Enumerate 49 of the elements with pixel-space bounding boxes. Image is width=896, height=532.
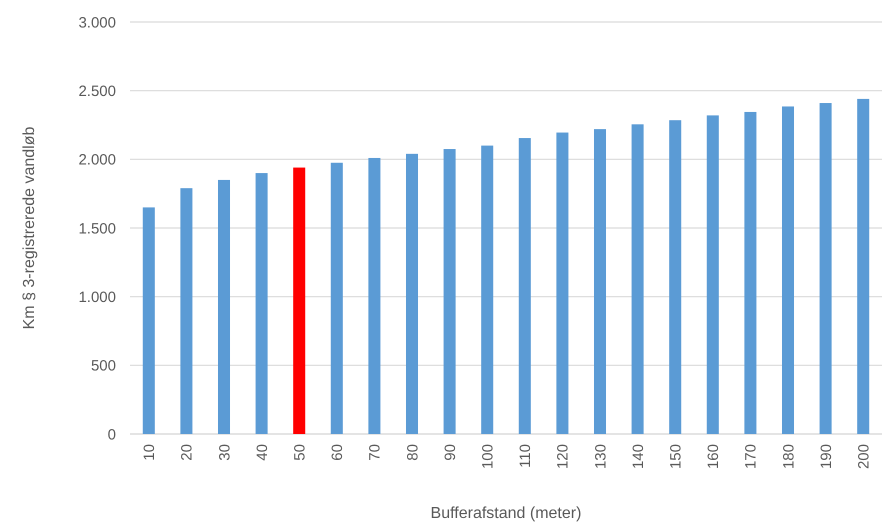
bar	[218, 180, 230, 434]
x-tick-label: 40	[254, 444, 271, 461]
y-tick-label: 2.000	[78, 152, 116, 169]
bar	[481, 146, 494, 434]
bar	[632, 124, 644, 434]
bar	[857, 98, 870, 434]
bar	[744, 112, 756, 434]
bar	[594, 129, 606, 434]
x-tick-label: 90	[442, 444, 459, 461]
x-tick-label: 50	[291, 444, 308, 461]
bar	[820, 103, 832, 434]
x-tick-label: 200	[855, 444, 872, 470]
x-tick-label: 120	[554, 444, 572, 470]
bar	[406, 154, 418, 434]
y-tick-label: 3.000	[78, 14, 116, 32]
x-tick-label: 80	[404, 444, 422, 461]
y-axis-title: Km § 3-registrerede vandløb	[21, 126, 38, 330]
x-tick-label: 190	[818, 444, 835, 470]
x-tick-label: 140	[630, 444, 647, 470]
x-tick-label: 150	[667, 444, 684, 470]
bar	[556, 132, 568, 434]
y-tick-label: 0	[108, 426, 116, 444]
y-tick-label: 2.500	[78, 82, 116, 100]
x-tick-label: 170	[742, 444, 760, 470]
x-tick-label: 110	[517, 444, 534, 468]
bar	[518, 138, 531, 434]
y-tick-label: 500	[90, 358, 116, 375]
x-axis-title: Bufferafstand (meter)	[430, 505, 582, 522]
x-tick-label: 20	[178, 444, 196, 461]
bar	[142, 207, 155, 434]
bar	[782, 106, 794, 434]
x-tick-label: 60	[329, 444, 346, 461]
x-tick-label: 70	[366, 444, 384, 461]
x-tick-label: 30	[216, 444, 234, 461]
bar	[293, 168, 306, 434]
x-tick-label: 130	[592, 444, 610, 470]
y-tick-label: 1.500	[78, 220, 116, 238]
bar	[330, 162, 343, 434]
x-tick-label: 10	[141, 444, 158, 461]
bar	[669, 120, 682, 434]
bar	[368, 158, 380, 434]
bar	[444, 149, 456, 434]
y-tick-label: 1.000	[78, 288, 116, 306]
bar	[180, 188, 192, 434]
bar	[256, 173, 268, 434]
x-tick-label: 100	[479, 444, 496, 470]
x-tick-label: 160	[705, 444, 722, 470]
bar	[706, 115, 719, 434]
x-tick-label: 180	[780, 444, 798, 470]
